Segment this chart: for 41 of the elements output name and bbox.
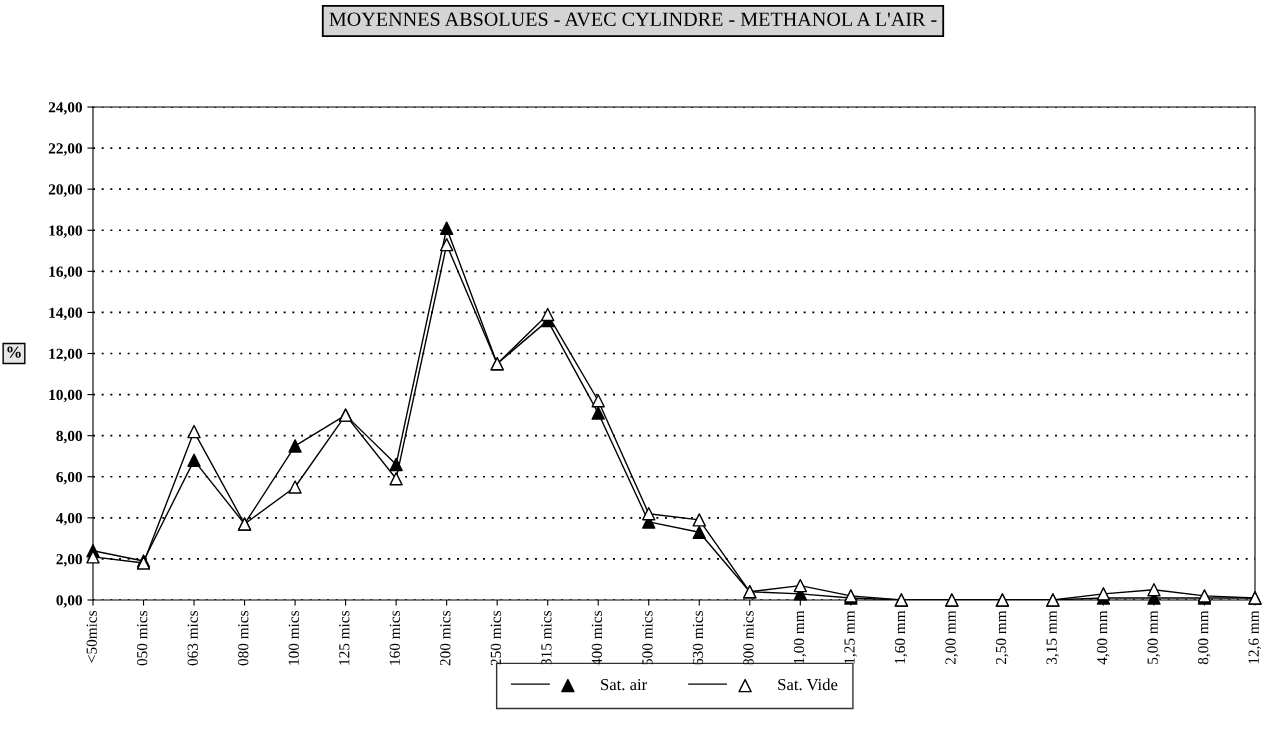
x-tick-label: 125 mics [339, 610, 350, 665]
y-tick-label: 2,00 [56, 554, 82, 567]
x-tick-label: 250 mics [490, 610, 501, 666]
x-tick-label: 800 mics [743, 610, 754, 666]
x-tick-label: 4,00 mm [1096, 610, 1110, 665]
y-tick-label: 22,00 [48, 143, 82, 156]
y-tick-label: 8,00 [56, 430, 82, 444]
x-tick-label: 5,00 mm [1147, 610, 1160, 664]
y-tick-label: 24,00 [48, 102, 82, 115]
y-tick-label: 12,00 [49, 348, 82, 362]
x-tick-label: 2,50 mm [995, 610, 1009, 665]
x-tick-label: 160 mics [389, 610, 400, 665]
legend-label: Sat. Vide [778, 678, 838, 691]
y-tick-label: 20,00 [48, 184, 82, 197]
x-tick-label: 200 mics [440, 610, 451, 666]
x-tick-label: 12,6 mm [1248, 610, 1262, 664]
y-tick-label: 18,00 [49, 225, 82, 238]
x-tick-label: 080 mics [238, 610, 249, 666]
y-tick-label: 0,00 [56, 595, 82, 608]
y-tick-label: 16,00 [49, 266, 82, 279]
x-tick-label: 315 mics [541, 610, 552, 666]
x-tick-label: 500 mics [642, 610, 653, 666]
x-tick-label: 1,25 mm [844, 610, 857, 664]
y-tick-label: 4,00 [56, 512, 82, 526]
legend-label: Sat. air [601, 678, 648, 691]
x-tick-label: 2,00 mm [945, 610, 958, 665]
x-tick-label: 1,60 mm [894, 610, 908, 664]
y-axis-title: % [7, 346, 21, 358]
x-tick-label: 8,00 mm [1197, 610, 1211, 665]
chart-title: MOYENNES ABSOLUES - AVEC CYLINDRE - METHANOL A L'AIR - [329, 12, 937, 27]
y-tick-label: 6,00 [56, 471, 82, 485]
x-tick-label: <50mics [86, 610, 97, 663]
x-tick-label: 063 mics [187, 610, 198, 666]
x-tick-label: 050 mics [137, 610, 148, 666]
y-tick-label: 10,00 [49, 389, 82, 403]
x-tick-label: 630 mics [692, 610, 704, 666]
x-tick-label: 1,00 mm [793, 610, 807, 664]
x-tick-label: 3,15 mm [1046, 610, 1059, 665]
y-tick-label: 14,00 [49, 307, 82, 321]
x-tick-label: 400 mics [591, 610, 603, 666]
x-tick-label: 100 mics [288, 610, 299, 665]
